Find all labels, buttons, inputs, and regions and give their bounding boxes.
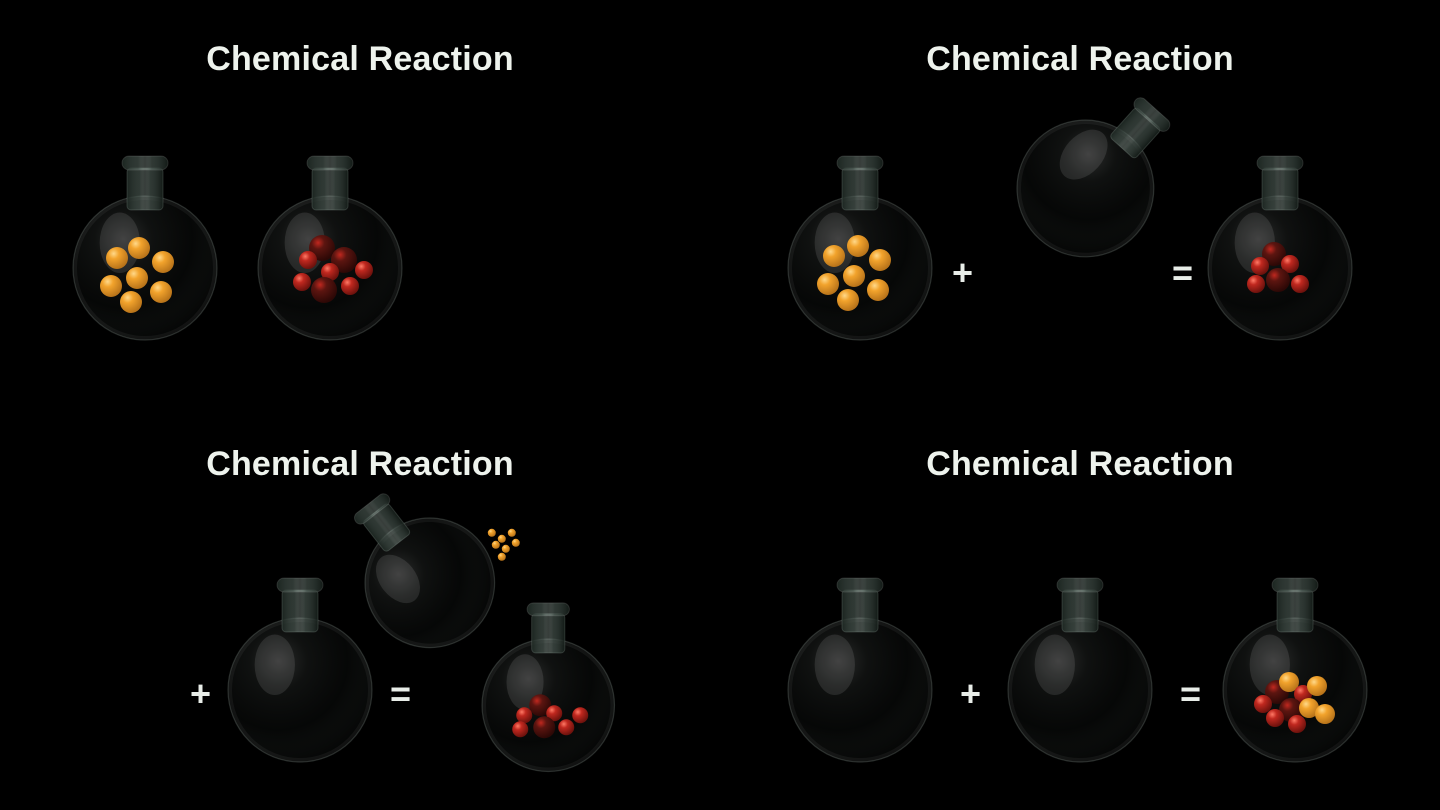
panel-title: Chemical Reaction xyxy=(0,40,720,79)
particle xyxy=(311,277,337,303)
particle xyxy=(817,273,839,295)
particle xyxy=(1288,715,1306,733)
particle xyxy=(341,277,359,295)
particle xyxy=(1266,268,1290,292)
particle xyxy=(869,249,891,271)
panel-grid: Chemical Reaction Chemical Reaction + = C… xyxy=(0,0,1440,810)
particle xyxy=(512,721,528,737)
particle xyxy=(558,719,574,735)
particle xyxy=(128,237,150,259)
particle xyxy=(1307,676,1327,696)
particle xyxy=(126,267,148,289)
particle xyxy=(299,251,317,269)
spill-particle xyxy=(498,535,506,543)
particle xyxy=(293,273,311,291)
particle xyxy=(1291,275,1309,293)
flask-icon xyxy=(422,571,674,810)
particle xyxy=(1247,275,1265,293)
spill-particle xyxy=(502,545,510,553)
particle xyxy=(847,235,869,257)
flask-icon xyxy=(1163,550,1427,810)
particle xyxy=(533,716,555,738)
particle xyxy=(100,275,122,297)
particle xyxy=(150,281,172,303)
flask-icon xyxy=(198,128,462,440)
particle xyxy=(572,707,588,723)
panel-bottom-right: Chemical Reaction + = xyxy=(720,405,1440,810)
particle xyxy=(120,291,142,313)
particle xyxy=(106,247,128,269)
panel-bottom-left: Chemical Reaction += xyxy=(0,405,720,810)
particle xyxy=(152,251,174,273)
particle xyxy=(843,265,865,287)
spill-particle xyxy=(508,529,516,537)
plus-operator: + xyxy=(952,252,973,294)
particle xyxy=(1266,709,1284,727)
panel-top-left: Chemical Reaction xyxy=(0,0,720,405)
equals-operator: = xyxy=(390,673,411,715)
spill-particle xyxy=(488,529,496,537)
plus-operator: + xyxy=(190,673,211,715)
particle xyxy=(1251,257,1269,275)
particle xyxy=(516,707,532,723)
panel-top-right: Chemical Reaction += xyxy=(720,0,1440,405)
spill-particle xyxy=(498,553,506,561)
particle xyxy=(823,245,845,267)
particle xyxy=(837,289,859,311)
plus-operator: + xyxy=(960,673,981,715)
particle xyxy=(867,279,889,301)
equals-operator: = xyxy=(1180,673,1201,715)
equals-operator: = xyxy=(1172,252,1193,294)
particle xyxy=(1315,704,1335,724)
particle xyxy=(355,261,373,279)
panel-title: Chemical Reaction xyxy=(720,445,1440,484)
spill-particle xyxy=(492,541,500,549)
spill-particle xyxy=(512,539,520,547)
particle xyxy=(1254,695,1272,713)
